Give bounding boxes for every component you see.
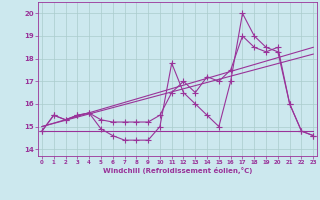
X-axis label: Windchill (Refroidissement éolien,°C): Windchill (Refroidissement éolien,°C) [103, 167, 252, 174]
